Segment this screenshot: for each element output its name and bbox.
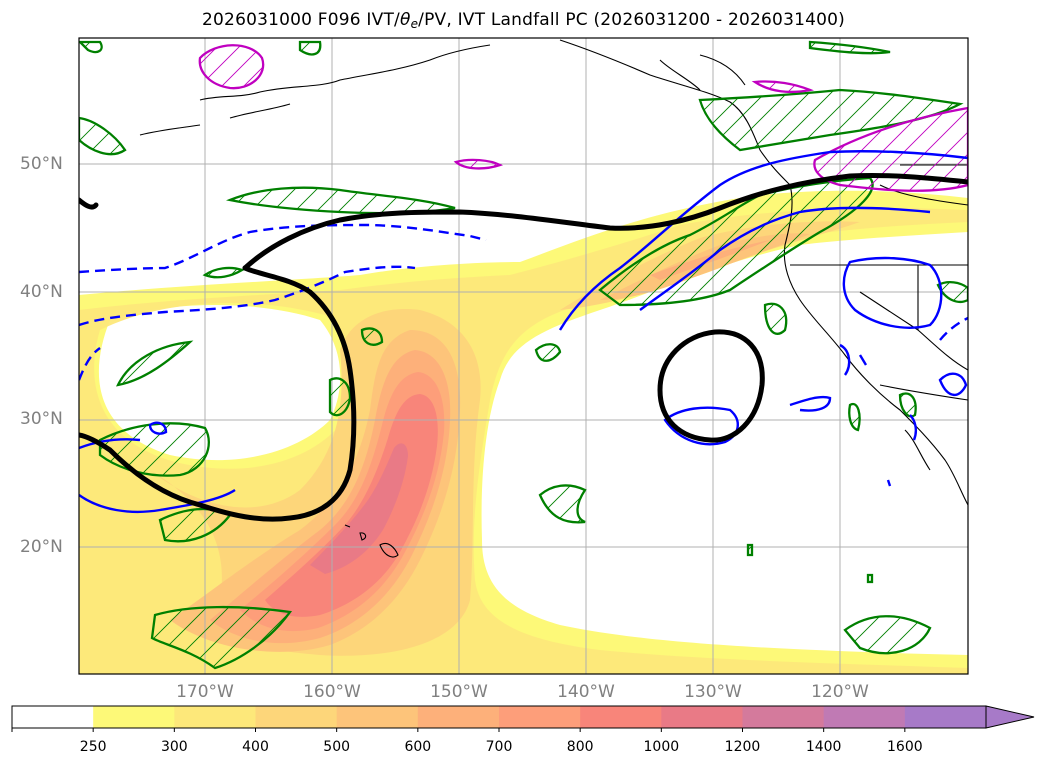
lon-label-150w: 150°W bbox=[430, 682, 488, 702]
colorbar-tick-label: 1600 bbox=[887, 739, 923, 755]
colorbar-tick-label: 1200 bbox=[724, 739, 761, 755]
theta-subscript: e bbox=[410, 17, 419, 31]
lon-label-160w: 160°W bbox=[303, 682, 361, 702]
colorbar-tick-label: 1000 bbox=[643, 739, 680, 755]
colorbar-tick-label: 800 bbox=[566, 739, 594, 755]
ivt-1000 bbox=[310, 443, 408, 574]
pv-green-regions bbox=[79, 40, 968, 670]
lat-label-30n: 30°N bbox=[20, 409, 63, 429]
colorbar-tick-label: 250 bbox=[79, 739, 107, 755]
colorbar-tick-label: 300 bbox=[160, 739, 188, 755]
ivt-pc-contours bbox=[79, 172, 968, 522]
colorbar-tick-label: 400 bbox=[242, 739, 269, 755]
theta-e-contours bbox=[79, 150, 968, 513]
lon-label-170w: 170°W bbox=[176, 682, 234, 702]
colorbar-tick-label: 1400 bbox=[805, 739, 842, 755]
pv-magenta-regions bbox=[198, 44, 968, 192]
lon-label-130w: 130°W bbox=[684, 682, 742, 702]
lon-label-140w: 140°W bbox=[557, 682, 615, 702]
colorbar-tick-label: 600 bbox=[404, 739, 432, 755]
lat-label-20n: 20°N bbox=[20, 537, 63, 557]
colorbar-tick-label: 500 bbox=[323, 739, 351, 755]
graticule bbox=[79, 38, 968, 674]
theta-symbol: θ bbox=[399, 10, 411, 30]
page-title: 2026031000 F096 IVT/θe/PV, IVT Landfall … bbox=[202, 10, 845, 31]
lat-label-40n: 40°N bbox=[20, 282, 63, 302]
colorbar-tick-label: 700 bbox=[485, 739, 513, 755]
lat-label-50n: 50°N bbox=[20, 154, 63, 174]
map-frame bbox=[78, 37, 969, 675]
lon-label-120w: 120°W bbox=[811, 682, 869, 702]
